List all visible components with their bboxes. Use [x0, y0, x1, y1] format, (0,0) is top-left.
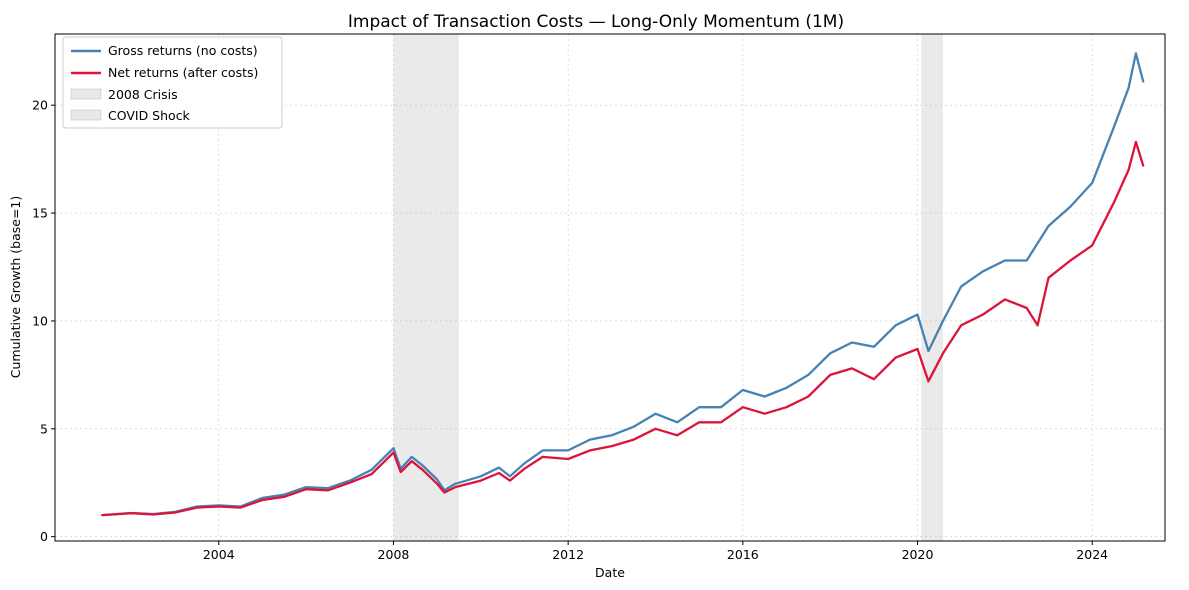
x-tick-label-3: 2016: [727, 547, 759, 562]
y-axis-label: Cumulative Growth (base=1): [8, 196, 23, 379]
legend-entry-net: Net returns (after costs): [108, 65, 258, 80]
grid-lines: [55, 34, 1165, 541]
legend-swatch-crisis: [70, 88, 102, 100]
legend-entry-covid: COVID Shock: [108, 108, 191, 123]
legend-swatch-covid: [70, 109, 102, 121]
plot-frame: [54, 33, 1166, 542]
x-axis-ticks: 2004 2008 2012 2016 2020 2024: [203, 541, 1108, 562]
legend-frame: [62, 36, 283, 129]
x-tick-label-5: 2024: [1076, 547, 1108, 562]
x-tick-label-0: 2004: [203, 547, 235, 562]
shaded-region-0: [393, 34, 459, 541]
series-line-net: [101, 140, 1145, 517]
shaded-region-1: [921, 34, 943, 541]
chart-title: Impact of Transaction Costs — Long-Only …: [348, 12, 844, 32]
legend: Gross returns (no costs) Net returns (af…: [62, 36, 283, 129]
y-tick-label-3: 15: [32, 206, 48, 221]
series-line-gross: [101, 52, 1145, 517]
y-tick-label-0: 0: [40, 529, 48, 544]
x-tick-label-2: 2012: [552, 547, 584, 562]
y-tick-label-2: 10: [32, 313, 48, 328]
legend-entry-gross: Gross returns (no costs): [108, 43, 258, 58]
x-tick-label-4: 2020: [902, 547, 934, 562]
legend-entry-crisis: 2008 Crisis: [108, 87, 178, 102]
y-tick-label-4: 20: [32, 98, 48, 113]
y-tick-label-1: 5: [40, 421, 48, 436]
y-axis-ticks: 0 5 10 15 20: [32, 98, 55, 544]
x-axis-label: Date: [595, 565, 625, 580]
shaded-regions: [393, 34, 943, 541]
series-lines: [101, 52, 1145, 517]
x-tick-label-1: 2008: [378, 547, 410, 562]
